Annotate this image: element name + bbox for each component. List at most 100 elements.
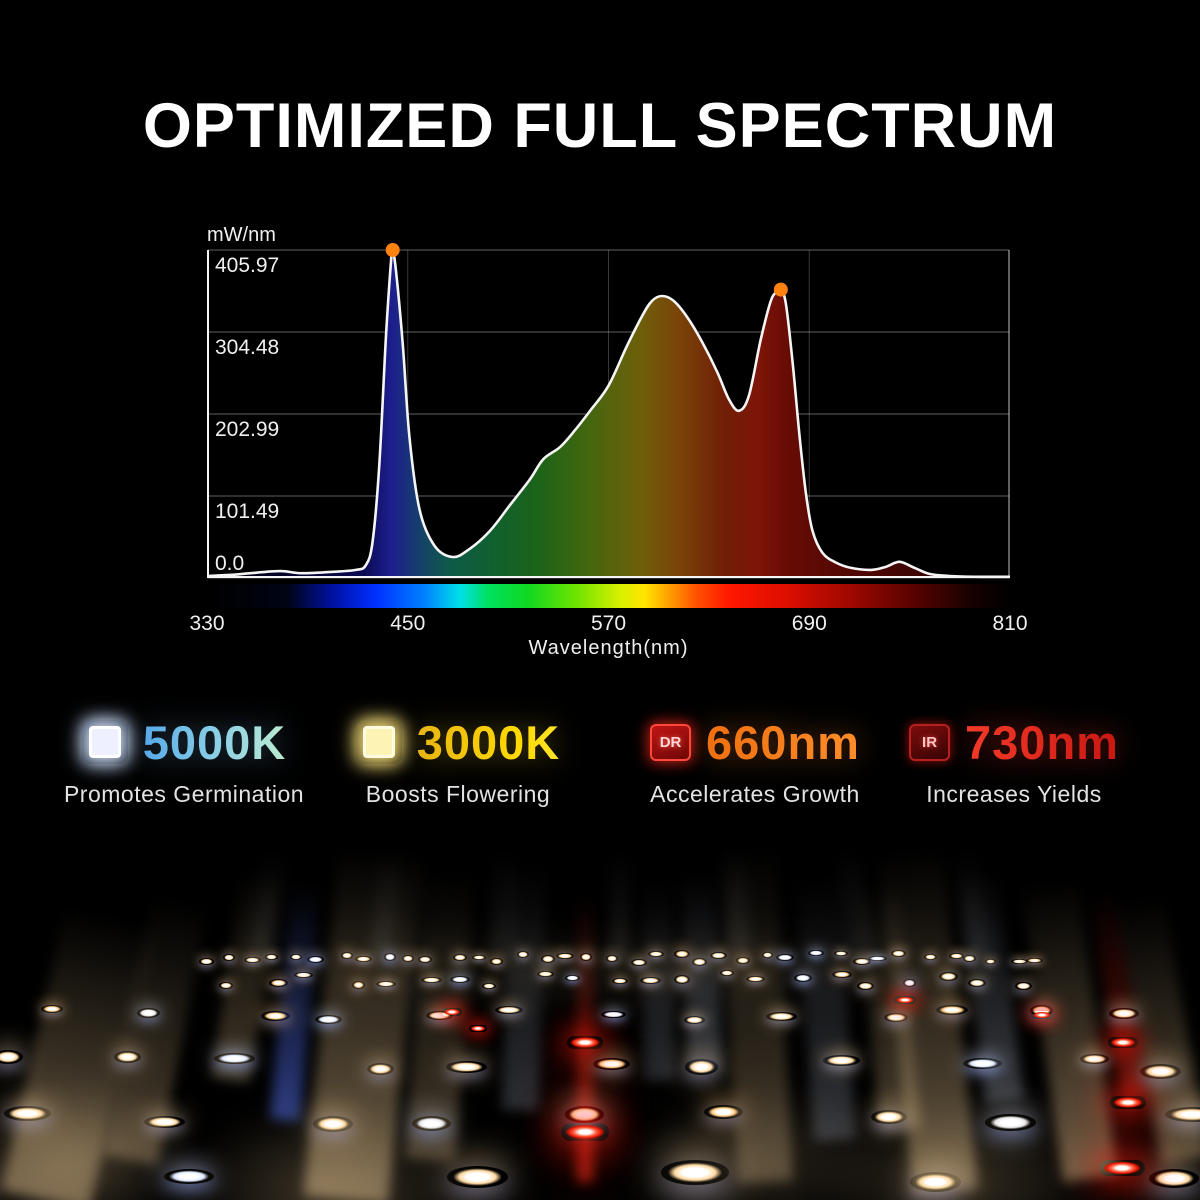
led-light [269, 979, 288, 987]
led-light [984, 958, 996, 964]
red-led-light [1110, 1095, 1146, 1109]
led-light [853, 958, 872, 965]
led-light [351, 981, 365, 989]
led-light [794, 974, 813, 983]
led-light [870, 1109, 908, 1125]
led-light [243, 956, 261, 963]
x-axis-label: Wavelength(nm) [528, 637, 689, 659]
x-tick-label: 450 [390, 612, 426, 635]
x-tick-label: 570 [590, 612, 627, 635]
led-light [673, 975, 691, 985]
led-light [143, 1115, 185, 1128]
feature-value-3000k: 3000K [416, 715, 561, 769]
led-light [883, 1012, 909, 1023]
feature-value-660nm: 660nm [706, 715, 860, 769]
led-light [831, 970, 852, 978]
feature-730nm: IR 730nm Increases Yields [898, 712, 1130, 808]
led-light [1030, 1005, 1053, 1017]
led-light [776, 953, 794, 961]
y-tick-label: 405.97 [215, 254, 280, 277]
led-light [857, 981, 874, 990]
led-light [219, 981, 233, 989]
led-light [909, 1172, 962, 1193]
led-light [868, 956, 887, 962]
led-light [447, 1166, 509, 1189]
led-light [556, 952, 574, 960]
led-light [425, 1010, 453, 1020]
feature-5000k: 5000K Promotes Germination [48, 712, 320, 808]
led-light [355, 955, 372, 962]
red-led-light [442, 1008, 462, 1016]
led-light [564, 975, 580, 982]
red-led-light [567, 1035, 603, 1049]
red-led-light [1108, 1036, 1138, 1048]
led-light [808, 949, 824, 957]
led-light [306, 955, 324, 963]
led-light [3, 1106, 51, 1121]
y-tick-label: 304.48 [215, 335, 280, 359]
led-light [703, 1105, 744, 1120]
led-light [421, 976, 442, 983]
led-light [411, 1115, 452, 1131]
led-light [312, 1116, 354, 1133]
led-light [489, 958, 503, 965]
feature-desc-730nm: Increases Yields [926, 781, 1102, 807]
feature-desc-3000k: Boosts Flowering [365, 781, 551, 807]
x-tick-label: 330 [189, 612, 225, 635]
spectrum-area [207, 249, 1010, 579]
feature-desc-5000k: Promotes Germination [63, 781, 305, 807]
white-led-icon [81, 720, 128, 764]
feature-value-730nm: 730nm [965, 715, 1119, 769]
led-light [198, 958, 214, 965]
deep-red-chip-icon: DR [650, 723, 692, 761]
led-light [41, 1005, 63, 1013]
wavelength-colorbar [207, 584, 1010, 608]
led-light [745, 975, 765, 983]
led-light [684, 1059, 719, 1075]
led-light [639, 977, 661, 984]
y-axis-unit-label: mW/nm [207, 224, 276, 246]
led-light [452, 953, 467, 961]
led-light [541, 955, 556, 964]
led-light [691, 958, 708, 967]
led-light [446, 1060, 487, 1074]
led-light [683, 1016, 705, 1024]
led-light [1079, 1054, 1110, 1064]
led-light [833, 950, 849, 957]
led-light [137, 1007, 161, 1018]
led-light [481, 983, 497, 990]
led-light [902, 978, 917, 988]
led-light [720, 970, 734, 977]
red-led-light [1031, 1011, 1053, 1019]
infrared-chip-icon: IR [909, 723, 951, 761]
red-led-light [1099, 1160, 1145, 1176]
light-beam [640, 849, 675, 1081]
peak-marker [385, 243, 400, 257]
led-light [648, 950, 664, 958]
led-light [580, 953, 592, 961]
led-light [163, 1169, 214, 1185]
led-light [294, 971, 314, 979]
led-light [213, 1053, 256, 1065]
led-light [367, 1063, 395, 1076]
spectrum-curve [206, 247, 1011, 579]
led-light [376, 980, 396, 987]
led-core [88, 726, 121, 758]
led-light [290, 953, 303, 961]
led-light [660, 1160, 730, 1185]
led-light [383, 953, 396, 961]
feature-660nm: DR 660nm Accelerates Growth [622, 712, 888, 808]
led-light [948, 953, 964, 959]
led-board-photo [0, 830, 1200, 1200]
led-light [891, 950, 906, 957]
y-tick-label: 0.0 [215, 552, 245, 575]
y-tick-label: 202.99 [215, 417, 280, 441]
peak-marker [773, 282, 788, 297]
led-light [223, 954, 235, 961]
led-light [1025, 957, 1043, 963]
led-light [938, 971, 959, 981]
led-light [1165, 1107, 1200, 1123]
spectrum-chart [206, 243, 1011, 579]
red-led-light [469, 1024, 487, 1032]
